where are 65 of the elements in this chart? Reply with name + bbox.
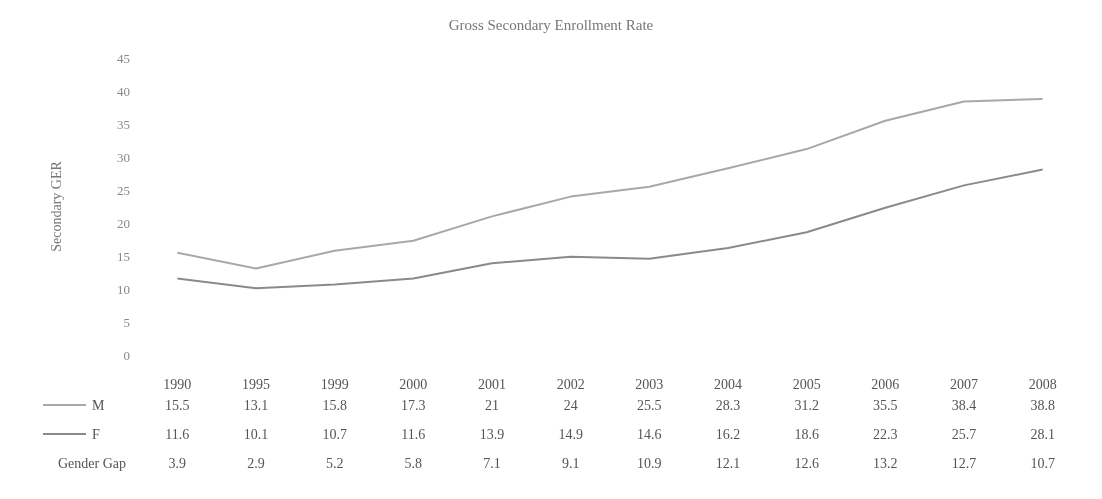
x-tick-label: 2008 [1028,376,1057,392]
text: 12.6 [794,455,819,471]
y-tick-label: 10 [117,281,130,297]
data-label: 28.3 [715,397,741,413]
data-label: 15.8 [322,397,347,413]
y-tick-label: 40 [117,83,130,99]
data-label: 10.1 [243,426,269,442]
y-tick-label: 25 [117,182,130,198]
data-label: 16.2 [715,426,741,442]
data-label: 14.9 [558,426,583,442]
text: 5.8 [404,455,423,471]
x-tick-label: 2002 [556,376,585,392]
y-tick-label: 35 [117,116,130,132]
y-tick-label: 30 [117,149,130,165]
y-tick-label: 0 [123,347,130,363]
x-tick-label: 2000 [399,376,428,392]
x-tick-label: 1999 [320,376,349,392]
data-label: 17.3 [401,397,426,413]
text: 10.7 [1030,455,1055,471]
data-label: 25.5 [637,397,662,413]
text: 3.9 [168,455,187,471]
text: 2.9 [247,455,265,471]
legend-label: F [92,426,100,442]
data-label: 18.6 [794,426,819,442]
x-tick-label: 2001 [478,376,506,392]
data-label: 11.6 [165,426,190,442]
data-label: 25.7 [951,426,977,442]
data-label: 11.6 [401,426,426,442]
y-axis-title: Secondary GER [48,160,64,252]
y-tick-label: 15 [117,248,130,264]
x-tick-label: 2007 [950,376,978,392]
data-label: 35.5 [873,397,898,413]
y-tick-label: 5 [123,314,130,330]
line-series [176,168,1044,290]
text: 5.2 [325,455,344,471]
data-label: 24 [563,397,578,413]
data-label: 15.5 [165,397,190,413]
y-tick-label: 20 [117,215,130,231]
text: 13.2 [873,455,898,471]
text: 7.1 [483,455,501,471]
text: 12.1 [715,455,741,471]
text: 9.1 [561,455,580,471]
text: Gender Gap [57,455,126,471]
data-label: 13.1 [243,397,269,413]
data-label: 31.2 [794,397,819,413]
text: 12.7 [951,455,977,471]
y-tick-label: 45 [117,50,130,66]
data-label: 21 [485,397,499,413]
legend-label: M [92,397,105,413]
data-label: 10.7 [322,426,347,442]
x-tick-label: 2004 [714,376,742,392]
chart-title: Gross Secondary Enrollment Rate [448,16,654,33]
x-tick-label: 2003 [635,376,664,392]
x-tick-label: 1990 [163,376,192,392]
line-series [176,97,1044,270]
text: 10.9 [637,455,662,471]
data-label: 14.6 [637,426,662,442]
data-label: 28.1 [1030,426,1055,442]
data-label: 38.8 [1030,397,1055,413]
data-label: 38.4 [951,397,977,413]
x-tick-label: 1995 [242,376,270,392]
data-label: 22.3 [873,426,898,442]
data-label: 13.9 [479,426,505,442]
x-tick-label: 2005 [792,376,821,392]
x-tick-label: 2006 [871,376,900,392]
